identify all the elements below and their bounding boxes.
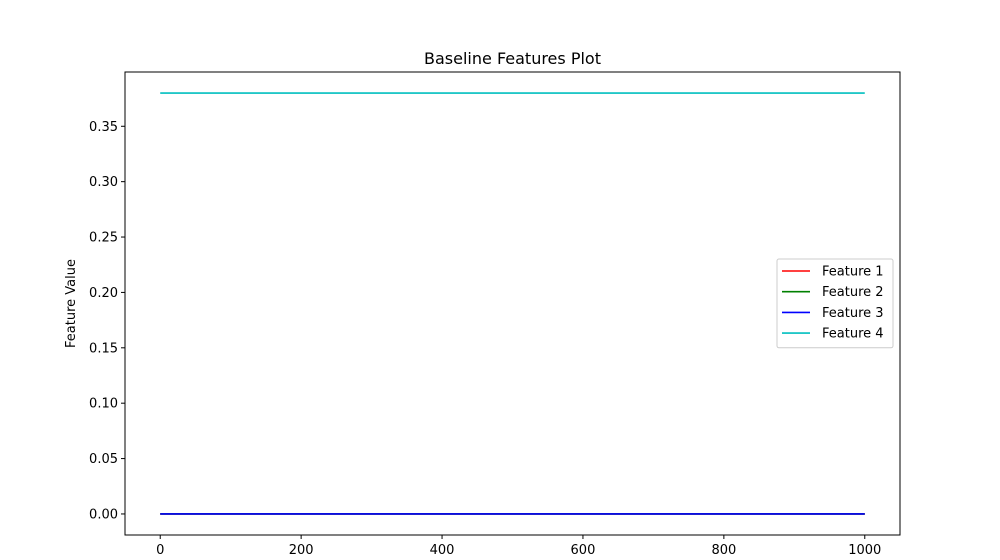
x-tick-label: 1000 [848, 543, 881, 558]
y-tick-label: 0.30 [89, 175, 118, 190]
x-tick-label: 400 [430, 543, 455, 558]
y-tick-label: 0.25 [89, 231, 118, 246]
y-tick-label: 0.15 [89, 341, 118, 356]
legend-label: Feature 1 [822, 265, 884, 280]
legend: Feature 1 Feature 2 Feature 3 Feature 4 [776, 258, 894, 349]
x-tick-label: 800 [711, 543, 736, 558]
x-tick-label: 200 [289, 543, 314, 558]
x-axis: 0 200 400 600 800 1000 [156, 535, 881, 558]
y-tick-label: 0.10 [89, 397, 118, 412]
plot-area [160, 92, 865, 515]
y-axis: 0.00 0.05 0.10 0.15 0.20 0.25 0.30 0.35 [89, 120, 125, 522]
legend-box [776, 258, 894, 349]
x-tick-label: 600 [571, 543, 596, 558]
legend-label: Feature 4 [822, 327, 884, 342]
y-axis-label: Feature Value [64, 259, 79, 348]
y-tick-label: 0.20 [89, 286, 118, 301]
legend-label: Feature 3 [822, 306, 884, 321]
y-tick-label: 0.35 [89, 120, 118, 135]
y-tick-label: 0.00 [89, 507, 118, 522]
x-tick-label: 0 [156, 543, 164, 558]
axes-frame [124, 71, 901, 536]
legend-label: Feature 2 [822, 285, 884, 300]
chart-title: Baseline Features Plot [424, 49, 601, 68]
y-tick-label: 0.05 [89, 452, 118, 467]
